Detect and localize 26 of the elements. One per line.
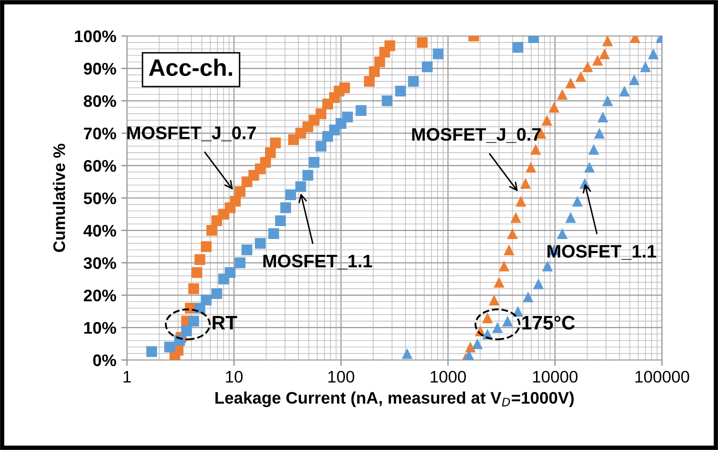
y-tick-label: 90% [84, 62, 116, 75]
x-tick-label: 1000 [430, 370, 466, 383]
x-tick-label: 1 [124, 371, 131, 382]
annotation: MOSFET_1.1 [548, 244, 656, 260]
y-tick-label: 70% [84, 128, 116, 140]
y-tick-label: 50% [84, 192, 116, 204]
x-tick-label: 10000 [533, 370, 578, 383]
annotation: Acc-ch. [148, 58, 232, 76]
x-axis-title: Leakage Current (nA, measured at V$_{D}$=1000V) [215, 392, 574, 408]
y-tick-label: 100% [75, 30, 116, 42]
y-tick-label: 30% [84, 257, 116, 270]
annotation: 175°C [522, 316, 575, 330]
x-tick-label: 10 [226, 370, 243, 383]
y-axis-title: Cumulative % [52, 144, 66, 252]
y-tick-label: 80% [84, 95, 116, 108]
annotation: MOSFET_1.1 [263, 254, 372, 270]
x-tick-label: 100000 [635, 370, 690, 383]
annotation: MOSFET_J_0.7 [412, 128, 541, 143]
annotation: RT [212, 316, 238, 330]
y-tick-label: 0% [93, 354, 116, 366]
x-tick-label: 100 [328, 370, 354, 383]
y-tick-label: 40% [83, 224, 116, 237]
y-tick-label: 20% [84, 290, 116, 302]
y-tick-label: 60% [84, 160, 116, 172]
y-tick-label: 10% [84, 322, 116, 334]
annotation: MOSFET_J_0.7 [127, 126, 256, 142]
